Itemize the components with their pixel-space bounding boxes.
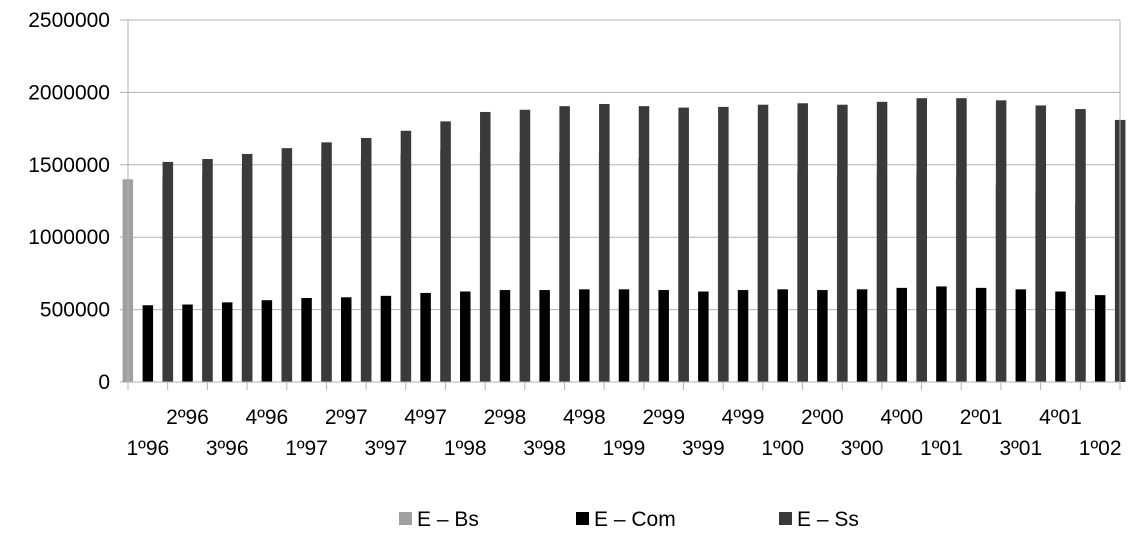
x-tick-label: 1º01 [920, 437, 963, 460]
bar [360, 138, 372, 382]
x-tick-label: 1º97 [285, 437, 328, 460]
bar [975, 287, 987, 382]
x-tick-label: 3º98 [523, 437, 566, 460]
x-tick-label: 4º00 [880, 406, 923, 429]
y-tick-labels: 0 500000 1000000 1500000 2000000 2500000 [28, 9, 110, 394]
bar [579, 289, 590, 382]
x-tick-label: 2º97 [325, 406, 368, 429]
bar [916, 98, 928, 382]
legend-label: E – Ss [797, 508, 859, 531]
bar [499, 290, 511, 382]
x-tick-label: 2º01 [960, 406, 1003, 429]
bar [539, 290, 550, 382]
bar [817, 290, 828, 382]
y-tick-label: 500000 [40, 299, 110, 322]
x-tick-label: 3º01 [999, 437, 1042, 460]
bar [956, 98, 967, 382]
bar [1035, 105, 1047, 383]
x-tick-label: 3º00 [841, 437, 884, 460]
x-tick-label: 4º01 [1039, 406, 1082, 429]
bar [1055, 291, 1066, 382]
bar [301, 298, 312, 382]
bar [519, 109, 531, 382]
bar [281, 148, 293, 382]
legend-label: E – Com [594, 508, 676, 531]
x-tick-label: 2º99 [642, 406, 685, 429]
bar [876, 101, 888, 382]
bar [380, 295, 392, 382]
y-tick-label: 1000000 [28, 226, 110, 249]
bar [896, 287, 908, 382]
x-tick-label: 1º02 [1079, 437, 1122, 460]
axes [127, 20, 1121, 390]
bar [321, 142, 332, 382]
x-tick-label: 4º96 [246, 406, 289, 429]
bar [856, 289, 868, 382]
bar [678, 107, 689, 382]
bar [777, 289, 788, 382]
bars [122, 98, 1126, 383]
y-tick-label: 1500000 [28, 154, 110, 177]
x-tick-label: 3º96 [206, 437, 249, 460]
x-tick-label: 2º00 [801, 406, 844, 429]
y-tick-label: 0 [98, 371, 110, 394]
x-tick-label: 1º96 [126, 437, 169, 460]
bar [559, 106, 570, 382]
bar [698, 291, 709, 382]
x-tick-label: 4º99 [722, 406, 765, 429]
y-tick-label: 2000000 [28, 81, 110, 104]
bar [618, 289, 630, 382]
bar [737, 290, 749, 382]
bar [202, 159, 213, 382]
bar [340, 297, 352, 382]
bar [1094, 295, 1106, 382]
bar [757, 104, 769, 383]
y-tick-label: 2500000 [28, 9, 110, 32]
x-tick-label: 1º98 [444, 437, 487, 460]
x-tick-label: 3º97 [365, 437, 408, 460]
bar [718, 106, 729, 382]
x-tick-label: 3º99 [682, 437, 725, 460]
bar [1075, 109, 1086, 383]
bar [599, 103, 610, 382]
bar [797, 103, 808, 382]
x-tick-label: 1º00 [761, 437, 804, 460]
bar [440, 121, 451, 383]
bar [638, 106, 650, 382]
bar [1015, 289, 1027, 382]
bar [182, 304, 193, 382]
bar [936, 286, 947, 382]
x-tick-label: 1º99 [603, 437, 646, 460]
bar [142, 305, 154, 382]
bar [460, 291, 471, 382]
bar [241, 153, 253, 382]
bar [658, 290, 669, 382]
x-tick-label: 4º97 [404, 406, 447, 429]
bar [837, 104, 848, 383]
bar [995, 100, 1007, 383]
bar [400, 130, 412, 382]
x-tick-label: 2º96 [166, 406, 209, 429]
legend-swatch [576, 512, 589, 525]
x-tick-label: 2º98 [484, 406, 527, 429]
x-tick-label: 4º98 [563, 406, 606, 429]
bar [162, 161, 174, 382]
bar [261, 300, 273, 382]
bar [221, 302, 233, 382]
legend-swatch [779, 512, 792, 525]
legend-swatch [399, 512, 412, 525]
legend-label: E – Bs [417, 508, 479, 531]
bar [420, 292, 431, 382]
x-tick-labels: 1º96 2º96 3º96 4º96 1º97 2º97 3º97 4º97 1º98 2º98… [126, 406, 1121, 460]
legend: E – Bs E – Com E – Ss [399, 508, 859, 531]
bar [480, 111, 491, 382]
